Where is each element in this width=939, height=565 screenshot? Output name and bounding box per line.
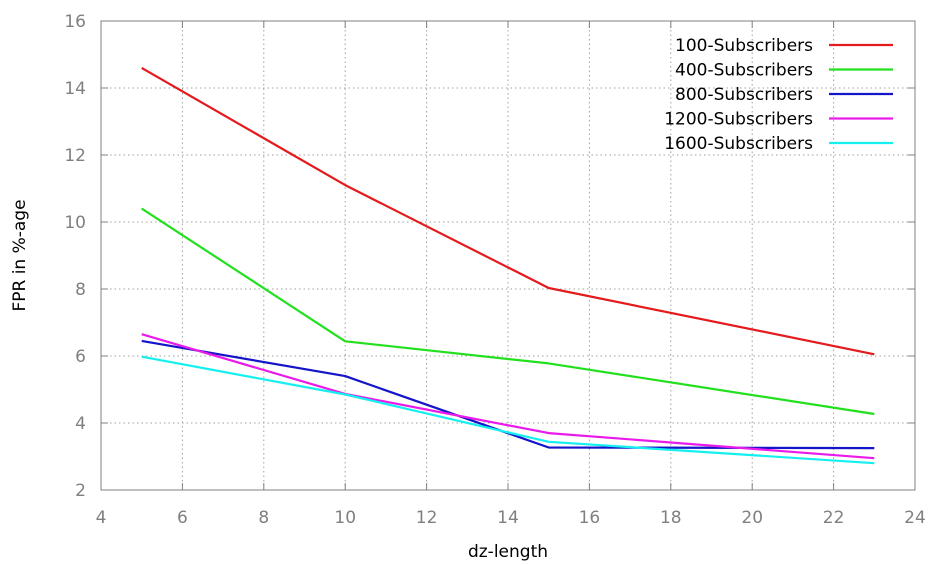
x-tick-label: 14 (497, 508, 519, 528)
series-lines (141, 66, 875, 465)
x-tick-label: 20 (741, 508, 763, 528)
legend-label: 400-Subscribers (675, 61, 813, 81)
series-line-100-subscribers (141, 66, 875, 356)
legend-label: 1200-Subscribers (664, 110, 813, 130)
legend-label: 800-Subscribers (675, 85, 813, 105)
y-tick-label: 6 (75, 347, 86, 367)
y-tick-label: 10 (64, 213, 86, 233)
x-tick-label: 22 (823, 508, 845, 528)
series-line-400-subscribers (141, 207, 875, 416)
y-tick-label: 4 (75, 414, 86, 434)
y-tick-label: 12 (64, 146, 86, 166)
legend-label: 1600-Subscribers (664, 134, 813, 154)
legend: 100-Subscribers 400-Subscribers 800-Subscr… (664, 36, 893, 154)
x-tick-label: 8 (258, 508, 269, 528)
x-axis-label: dz-length (468, 542, 548, 562)
series-line-800-subscribers (141, 339, 875, 450)
series-line-1600-subscribers (141, 355, 875, 465)
y-tick-label: 8 (75, 280, 86, 300)
y-tick-label: 2 (75, 481, 86, 501)
x-tick-label: 18 (660, 508, 682, 528)
x-tick-label: 6 (177, 508, 188, 528)
x-tick-label: 10 (334, 508, 356, 528)
x-tick-label: 16 (579, 508, 601, 528)
x-tick-label: 24 (904, 508, 926, 528)
x-tick-label: 12 (416, 508, 438, 528)
y-axis-label: FPR in %-age (10, 199, 30, 311)
series-line-1200-subscribers (141, 333, 875, 460)
y-tick-label: 16 (64, 12, 86, 32)
x-tick-label: 4 (96, 508, 107, 528)
legend-label: 100-Subscribers (675, 36, 813, 56)
grid (101, 21, 915, 490)
y-tick-label: 14 (64, 79, 86, 99)
